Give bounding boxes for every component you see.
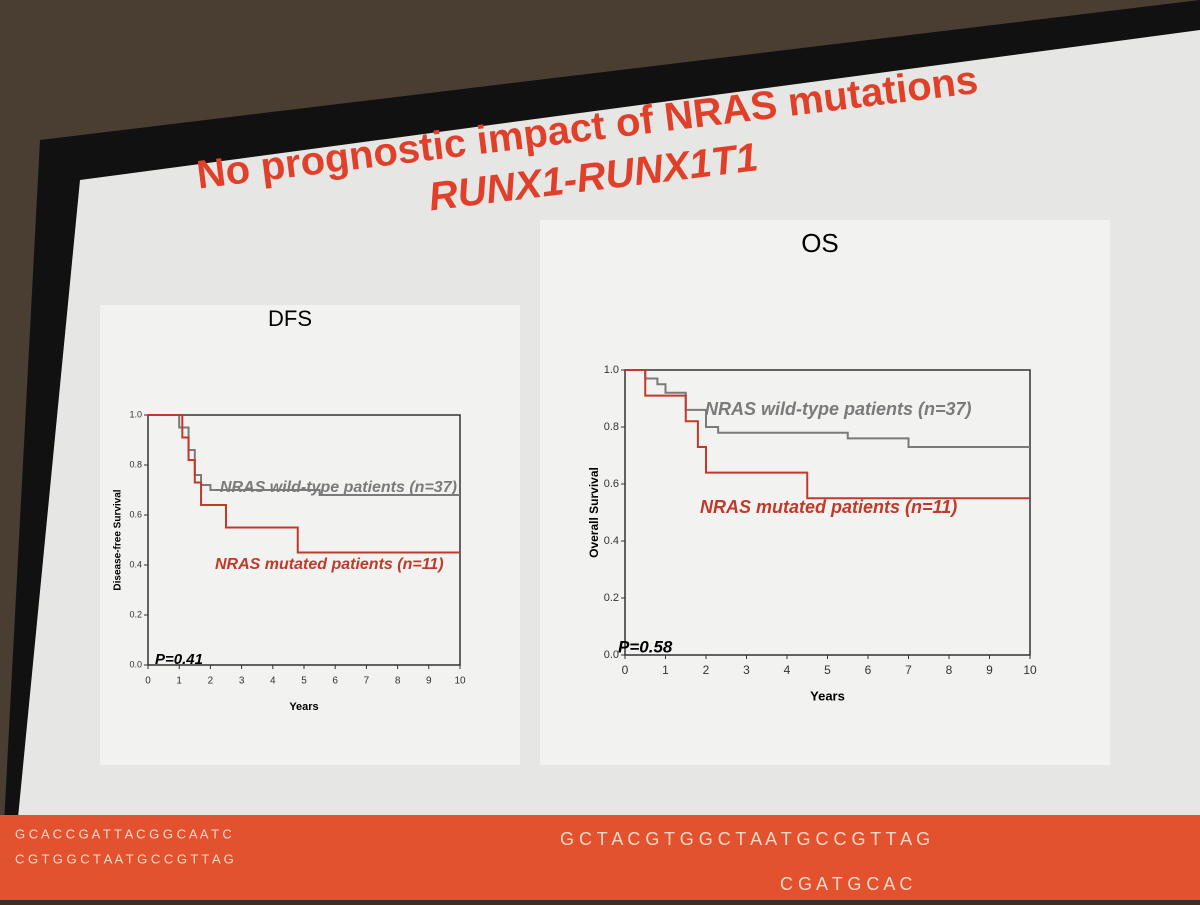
y-axis-label: Overall Survival <box>587 467 601 558</box>
legend-label: NRAS mutated patients (n=11) <box>215 556 444 573</box>
y-tick-label: 0.2 <box>604 592 619 604</box>
x-tick-label: 6 <box>865 663 872 677</box>
y-tick-label: 0.0 <box>604 649 619 661</box>
chart-title: DFS <box>268 306 312 331</box>
survival-curve <box>625 369 1030 500</box>
x-tick-label: 1 <box>662 663 669 677</box>
x-tick-label: 2 <box>703 663 710 677</box>
x-axis-label: Years <box>810 688 845 703</box>
x-tick-label: 10 <box>1023 663 1037 677</box>
x-tick-label: 0 <box>145 676 151 687</box>
x-axis-label: Years <box>289 701 318 713</box>
y-tick-label: 0.6 <box>604 478 619 490</box>
legend-label: NRAS mutated patients (n=11) <box>700 497 957 517</box>
y-tick-label: 0.6 <box>129 509 142 519</box>
y-tick-label: 0.0 <box>129 659 142 669</box>
y-tick-label: 0.4 <box>604 535 619 547</box>
x-tick-label: 2 <box>208 676 214 687</box>
p-value: P=0.41 <box>155 651 203 668</box>
x-tick-label: 0 <box>622 663 629 677</box>
x-tick-label: 3 <box>239 676 245 687</box>
x-tick-label: 9 <box>426 676 432 687</box>
x-tick-label: 7 <box>364 676 370 687</box>
footer-sequence: G C A C C G A T T A C G G C A A T C <box>15 826 232 841</box>
x-tick-label: 4 <box>784 663 791 677</box>
chart-title: OS <box>801 228 839 258</box>
footer-sequence: G C T A C G T G G C T A A T G C C G T T … <box>560 829 930 849</box>
x-tick-label: 6 <box>332 676 338 687</box>
x-tick-label: 3 <box>743 663 750 677</box>
footer-sequence: C G A T G C A C <box>780 874 912 894</box>
chart: DFS 0.0 0.2 0.4 0.6 0.8 1.0 0 1 2 3 4 5 6 7 8 9 10 Years Di… <box>113 306 466 713</box>
y-tick-label: 1.0 <box>604 364 619 376</box>
y-tick-label: 0.8 <box>129 459 142 469</box>
legend-label: NRAS wild-type patients (n=37) <box>220 479 457 496</box>
y-tick-label: 0.2 <box>129 609 142 619</box>
x-tick-label: 5 <box>301 676 307 687</box>
chart: OS 0.0 0.2 0.4 0.6 0.8 1.0 0 1 2 3 4 5 6 7 8 9 10 Years Ove… <box>587 228 1037 704</box>
survival-curve <box>148 414 460 554</box>
legend-label: NRAS wild-type patients (n=37) <box>705 399 972 419</box>
y-tick-label: 0.4 <box>129 559 142 569</box>
survival-curve <box>625 369 1030 448</box>
x-tick-label: 8 <box>946 663 953 677</box>
x-tick-label: 4 <box>270 676 276 687</box>
survival-curve <box>148 414 460 496</box>
x-tick-label: 7 <box>905 663 912 677</box>
y-axis-label: Disease-free Survival <box>113 489 124 590</box>
y-tick-label: 0.8 <box>604 421 619 433</box>
footer-band <box>0 815 1200 900</box>
x-tick-label: 8 <box>395 676 401 687</box>
dfs-panel <box>100 305 520 765</box>
x-tick-label: 1 <box>176 676 182 687</box>
y-tick-label: 1.0 <box>129 409 142 419</box>
x-tick-label: 5 <box>824 663 831 677</box>
os-panel <box>540 220 1110 765</box>
p-value: P=0.58 <box>618 637 673 656</box>
x-tick-label: 10 <box>454 676 466 687</box>
footer-sequence: C G T G G C T A A T G C C G T T A G <box>15 851 234 866</box>
x-tick-label: 9 <box>986 663 993 677</box>
